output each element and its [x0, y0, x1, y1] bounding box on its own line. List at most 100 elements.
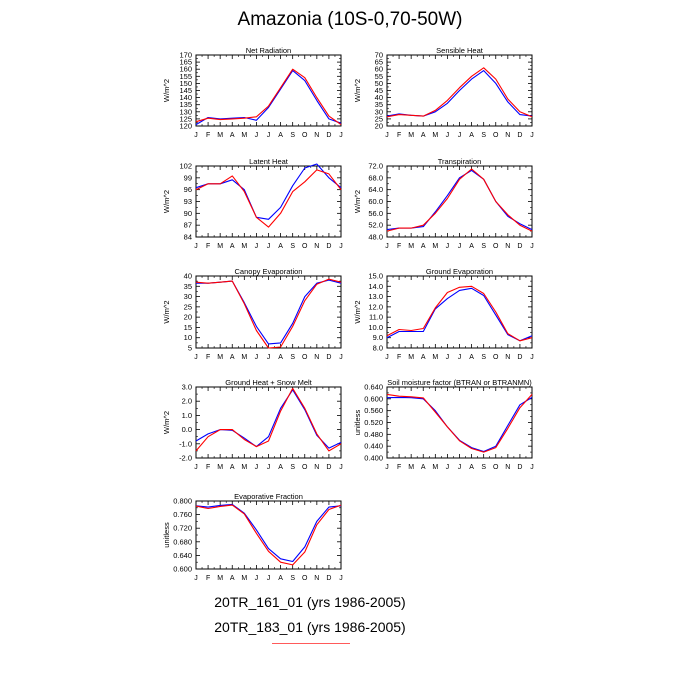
panel-ground_evaporation: J F M A M J J A S O N D J8.09.010.011.012.013.014.01… — [353, 267, 534, 361]
x-tick-label: J — [339, 243, 343, 250]
panel-title: Soil moisture factor (BTRAN or BTRANMN) — [387, 378, 532, 387]
x-tick-label: A — [230, 354, 235, 361]
x-tick-label: A — [230, 132, 235, 139]
series-line-case2 — [386, 285, 533, 342]
panel-net_radiation: J F M A M J J A S O N D J120125130135140145150155160… — [162, 46, 343, 139]
x-tick-label: J — [339, 575, 343, 582]
x-tick-label: J — [446, 354, 450, 361]
y-tick-label: 84 — [184, 233, 192, 242]
panel-soil_moisture_factor: J F M A M J J A S O N D J0.4000.4400.4800.5200.5600.… — [353, 378, 534, 471]
y-tick-label: 8.0 — [373, 344, 383, 353]
series-line-case1 — [195, 70, 342, 126]
y-tick-label: 45 — [375, 86, 383, 95]
x-tick-label: J — [339, 464, 343, 471]
y-tick-label: 0.640 — [173, 551, 192, 560]
y-axis-label: W/m^2 — [162, 79, 171, 102]
y-tick-label: 40 — [184, 272, 192, 281]
y-tick-label: 0.560 — [364, 406, 383, 415]
x-tick-label: F — [206, 132, 210, 139]
y-tick-label: 40 — [375, 93, 383, 102]
x-tick-label: J — [530, 464, 534, 471]
y-tick-label: 52.0 — [368, 221, 383, 230]
x-tick-label: J — [446, 464, 450, 471]
y-tick-label: 0.640 — [364, 383, 383, 392]
x-tick-label: S — [481, 243, 486, 250]
y-tick-label: 0.760 — [173, 510, 192, 519]
x-tick-label: O — [493, 132, 499, 139]
x-tick-label: D — [517, 464, 522, 471]
panel-title: Evaporative Fraction — [234, 492, 303, 501]
y-axis-label: W/m^2 — [162, 300, 171, 323]
x-tick-label: M — [408, 354, 414, 361]
x-tick-label: N — [314, 575, 319, 582]
y-tick-label: 5 — [188, 344, 192, 353]
x-tick-label: J — [385, 354, 389, 361]
x-tick-label: N — [314, 354, 319, 361]
y-tick-label: 48.0 — [368, 233, 383, 242]
x-tick-label: M — [432, 243, 438, 250]
y-tick-label: 0.440 — [364, 442, 383, 451]
y-tick-label: 145 — [179, 86, 192, 95]
series-line-case1 — [195, 389, 342, 449]
y-tick-label: 170 — [179, 51, 192, 60]
x-tick-label: J — [339, 132, 343, 139]
series-line-case1 — [195, 163, 342, 220]
y-tick-label: 9.0 — [373, 333, 383, 342]
x-tick-label: S — [290, 354, 295, 361]
y-tick-label: 10.0 — [368, 323, 383, 332]
x-tick-label: A — [421, 354, 426, 361]
x-tick-label: J — [385, 243, 389, 250]
x-tick-label: A — [421, 243, 426, 250]
y-tick-label: 120 — [179, 122, 192, 131]
y-tick-label: 96 — [184, 185, 192, 194]
figure-title: Amazonia (10S-0,70-50W) — [237, 9, 463, 30]
x-tick-label: J — [255, 243, 259, 250]
x-tick-label: F — [206, 243, 210, 250]
x-tick-label: M — [217, 464, 223, 471]
x-tick-label: S — [481, 354, 486, 361]
x-tick-label: O — [302, 243, 308, 250]
y-tick-label: 125 — [179, 114, 192, 123]
y-tick-label: 11.0 — [369, 313, 383, 322]
x-tick-label: M — [408, 132, 414, 139]
y-tick-label: 12.0 — [368, 302, 383, 311]
y-tick-label: 14.0 — [368, 282, 383, 291]
x-tick-label: J — [194, 354, 198, 361]
y-axis-label: W/m^2 — [162, 190, 171, 213]
x-tick-label: A — [278, 132, 283, 139]
y-tick-label: 90 — [184, 209, 192, 218]
y-tick-label: 0.0 — [182, 425, 192, 434]
y-tick-label: 0.400 — [364, 454, 383, 463]
x-tick-label: M — [241, 132, 247, 139]
y-tick-label: 2.0 — [182, 397, 192, 406]
x-tick-label: J — [267, 243, 271, 250]
y-tick-label: 0.600 — [173, 565, 192, 574]
panel-transpiration: J F M A M J J A S O N D J48.052.056.060.064.068.072.… — [353, 157, 534, 250]
series-line-case1 — [195, 503, 342, 563]
x-tick-label: M — [241, 575, 247, 582]
x-tick-label: S — [481, 464, 486, 471]
y-tick-label: 99 — [184, 173, 192, 182]
x-tick-label: J — [194, 243, 198, 250]
y-tick-label: 35 — [375, 100, 383, 109]
x-tick-label: F — [397, 464, 401, 471]
x-tick-label: J — [255, 575, 259, 582]
y-tick-label: 93 — [184, 197, 192, 206]
y-tick-label: 15 — [184, 323, 192, 332]
y-tick-label: 30 — [184, 292, 192, 301]
y-tick-label: -1.0 — [179, 439, 192, 448]
x-tick-label: J — [530, 132, 534, 139]
y-tick-label: 140 — [179, 93, 192, 102]
series-line-case1 — [386, 70, 533, 117]
x-tick-label: O — [493, 464, 499, 471]
y-tick-label: 20 — [184, 313, 192, 322]
x-tick-label: A — [278, 464, 283, 471]
x-tick-label: F — [397, 243, 401, 250]
y-tick-label: 0.800 — [173, 497, 192, 506]
panel-title: Latent Heat — [249, 157, 289, 166]
x-tick-label: A — [421, 132, 426, 139]
panel-evaporative_fraction: J F M A M J J A S O N D J0.6000.6400.6800.7200.7600.… — [162, 492, 343, 582]
plot-frame — [195, 386, 342, 459]
x-tick-label: S — [290, 464, 295, 471]
